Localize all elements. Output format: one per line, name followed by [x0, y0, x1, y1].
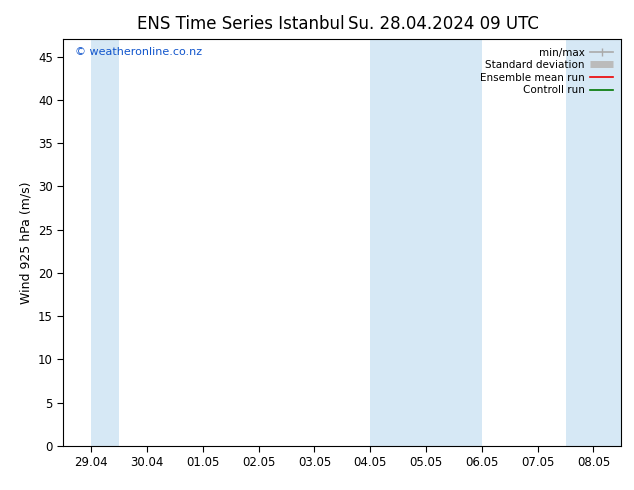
Text: © weatheronline.co.nz: © weatheronline.co.nz — [75, 48, 202, 57]
Y-axis label: Wind 925 hPa (m/s): Wind 925 hPa (m/s) — [20, 181, 32, 304]
Bar — [91, 39, 119, 446]
Text: Su. 28.04.2024 09 UTC: Su. 28.04.2024 09 UTC — [348, 15, 540, 33]
Legend: min/max, Standard deviation, Ensemble mean run, Controll run: min/max, Standard deviation, Ensemble me… — [477, 45, 616, 98]
Text: ENS Time Series Istanbul: ENS Time Series Istanbul — [137, 15, 345, 33]
Bar — [566, 39, 621, 446]
Bar — [370, 39, 482, 446]
